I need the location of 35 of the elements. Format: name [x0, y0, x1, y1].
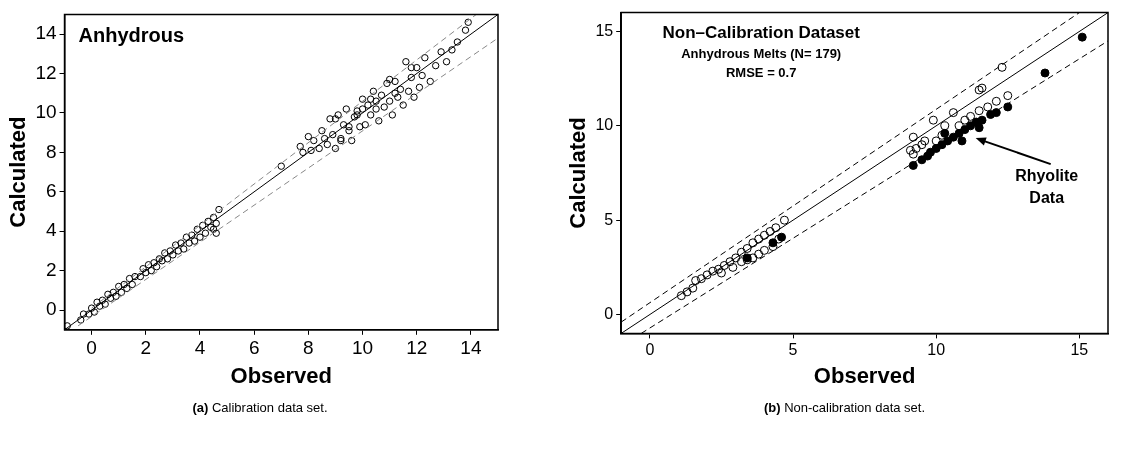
- text: Anhydrous: [78, 23, 185, 46]
- x-tick-label: 8: [303, 337, 314, 359]
- x-tick-label: 4: [194, 337, 206, 359]
- y-tick-label: 15: [595, 21, 614, 39]
- text: Anhydrous Melts (N= 179): [681, 45, 842, 61]
- x-tick-label: 6: [248, 337, 260, 359]
- y-tick-label: 0: [604, 304, 614, 322]
- x-tick-label: 14: [460, 337, 482, 359]
- annotation: RMSE = 0.7: [725, 64, 797, 80]
- y-tick-label: 12: [35, 61, 57, 83]
- x-axis-title: Observed: [813, 362, 916, 388]
- y-tick-label: 5: [604, 210, 614, 228]
- x-tick-label: 2: [140, 337, 152, 359]
- x-tick-label: 15: [1070, 341, 1089, 359]
- text: Non–Calibration Dataset: [662, 22, 861, 42]
- x-tick-label: 10: [351, 337, 374, 359]
- y-tick-label: 10: [595, 116, 614, 134]
- y-tick-label: 10: [35, 101, 57, 123]
- y-tick-label: 4: [45, 219, 57, 241]
- x-tick-label: 10: [927, 341, 946, 359]
- x-tick-label: 5: [788, 341, 798, 359]
- y-tick-label: 6: [45, 180, 57, 202]
- y-tick-label: 2: [45, 258, 57, 280]
- text: (b) Non-calibration data set.: [762, 400, 927, 415]
- text: (a) Calibration data set.: [191, 400, 329, 415]
- y-axis-title: Calculated: [565, 117, 591, 229]
- y-axis-title: Calculated: [5, 116, 31, 228]
- annotation: Rhyolite Data: [1015, 166, 1079, 206]
- y-tick-label: 0: [45, 298, 57, 320]
- x-tick-label: 12: [406, 337, 428, 359]
- y-tick-label: 14: [35, 22, 57, 44]
- x-tick-label: 0: [645, 341, 655, 359]
- x-axis-title: Observed: [230, 362, 333, 388]
- x-tick-label: 0: [86, 337, 97, 359]
- y-tick-label: 8: [45, 140, 57, 162]
